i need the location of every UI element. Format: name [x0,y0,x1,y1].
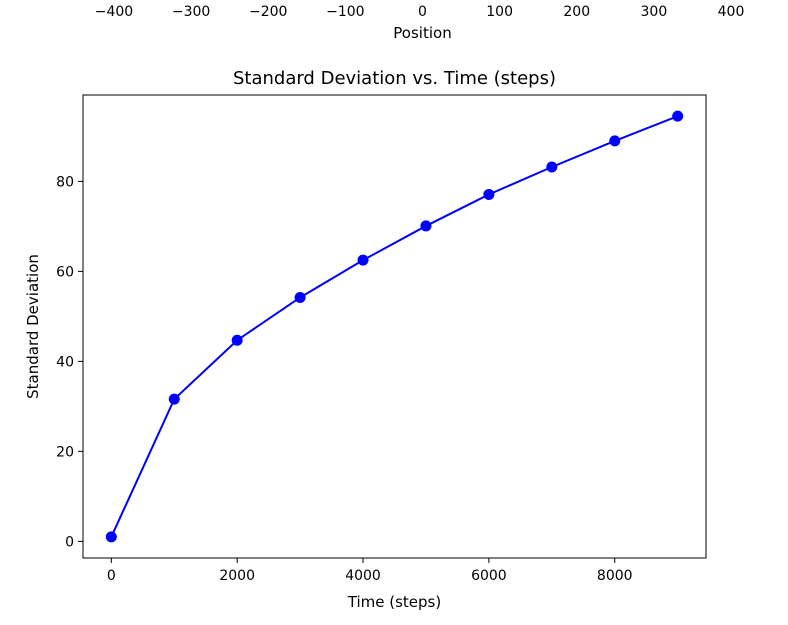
data-point [168,393,180,405]
data-point [672,110,684,122]
x-tick-label: 6000 [471,568,507,584]
chart-title: Standard Deviation vs. Time (steps) [233,68,556,89]
x-tick-label: 4000 [345,568,381,584]
y-tick-label: 60 [56,264,74,280]
data-point [483,188,495,200]
top-tick-label: −400 [95,4,133,20]
top-tick-label: 400 [718,4,745,20]
y-tick-label: 40 [56,354,74,370]
top-tick-label: 200 [563,4,590,20]
top-tick-label: −100 [326,4,364,20]
y-axis-label: Standard Deviation [24,254,42,399]
top-tick-label: −300 [172,4,210,20]
x-tick-label: 0 [107,568,116,584]
top-tick-label: 300 [641,4,668,20]
top-tick-label: −200 [249,4,287,20]
top-tick-label: 0 [418,4,427,20]
data-point [420,220,432,232]
plot-area-frame [82,94,707,559]
data-point [231,334,243,346]
x-axis-ticks: 0 2000 4000 6000 8000 [107,558,633,584]
x-axis-label: Time (steps) [347,593,441,611]
top-tick-label: 100 [486,4,513,20]
top-position-axis: −400 −300 −200 −100 0 100 200 300 400 [95,4,745,20]
data-point [105,531,117,543]
data-point [294,291,306,303]
y-tick-label: 0 [65,534,74,550]
data-point [546,161,558,173]
series-line [110,115,679,538]
data-point [357,254,369,266]
y-tick-label: 20 [56,444,74,460]
top-axis-label: Position [393,24,451,42]
x-tick-label: 2000 [219,568,255,584]
series-std-dev [105,110,684,543]
x-tick-label: 8000 [597,568,633,584]
y-tick-label: 80 [56,174,74,190]
data-point [609,135,621,147]
y-axis-ticks: 0 20 40 60 80 [56,174,83,550]
